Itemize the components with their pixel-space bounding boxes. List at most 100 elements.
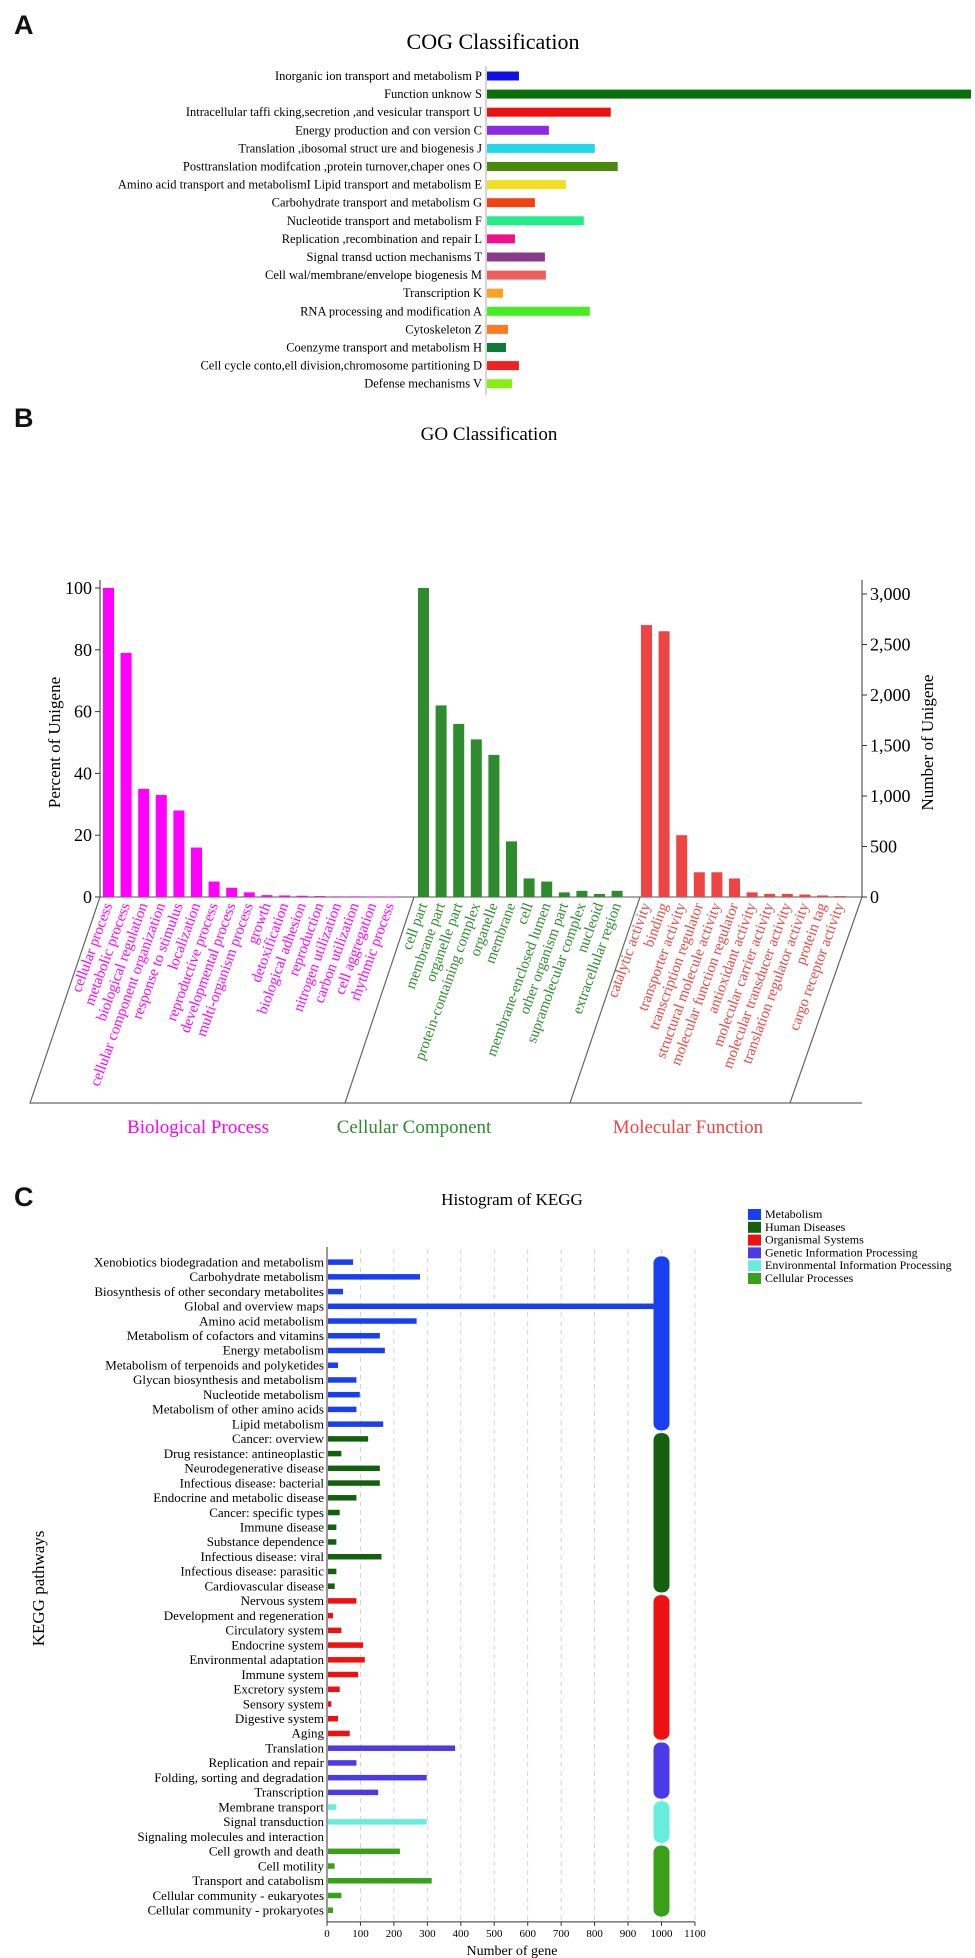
kegg-pathway-label: Environmental adaptation [189, 1652, 324, 1667]
kegg-bar [328, 1642, 364, 1648]
go-frame [29, 896, 862, 1104]
kegg-pathway-label: Endocrine system [231, 1637, 324, 1652]
kegg-group-capsule [653, 1845, 670, 1917]
kegg-pathway-label: Folding, sorting and degradation [154, 1770, 324, 1785]
kegg-x-tick-label: 900 [620, 1928, 637, 1940]
kegg-x-tick-label: 1000 [651, 1928, 674, 1940]
cog-bar [487, 107, 611, 117]
kegg-pathway-label: Signal transduction [223, 1814, 324, 1829]
kegg-pathway-label: Endocrine and metabolic disease [153, 1490, 324, 1505]
kegg-pathway-label: Nervous system [241, 1593, 324, 1608]
cog-bar [487, 379, 512, 389]
kegg-pathway-label: Immune disease [240, 1520, 324, 1535]
cog-category-label: RNA processing and modification A [300, 304, 482, 318]
cog-category-label: Inorganic ion transport and metabolism P [275, 69, 482, 83]
kegg-pathway-label: Substance dependence [207, 1534, 325, 1549]
kegg-pathway-label: Cancer: overview [232, 1431, 325, 1446]
kegg-pathway-label: Metabolism of cofactors and vitamins [127, 1328, 324, 1343]
kegg-bar [328, 1848, 400, 1855]
go-bar [799, 894, 811, 897]
go-bar [279, 895, 290, 897]
kegg-bar [328, 1774, 427, 1781]
go-bar [594, 893, 605, 897]
go-frame-right [789, 896, 863, 1104]
kegg-bar [328, 1421, 384, 1427]
kegg-pathway-label: Membrane transport [218, 1799, 324, 1814]
cog-bar [487, 162, 618, 171]
cog-bar [487, 89, 971, 99]
cog-bar [487, 143, 595, 153]
kegg-bar [328, 1701, 332, 1707]
kegg-bar [328, 1495, 357, 1501]
kegg-pathway-label: Infectious disease: parasitic [180, 1564, 324, 1579]
panel-a: A COG Classification Inorganic ion transp… [0, 0, 975, 395]
kegg-bar [328, 1907, 334, 1913]
go-bar [435, 705, 447, 897]
kegg-legend-label: Metabolism [765, 1207, 823, 1221]
cog-bar [487, 125, 549, 135]
cog-category-label: Amino acid transport and metabolismI Lip… [118, 178, 483, 192]
go-bar [418, 588, 429, 897]
go-group-label: Molecular Function [613, 1117, 764, 1138]
kegg-pathway-label: Biosynthesis of other secondary metaboli… [94, 1284, 324, 1299]
go-group-label: Biological Process [127, 1117, 269, 1138]
cog-bar [487, 71, 519, 81]
kegg-bar [328, 1804, 337, 1810]
kegg-bar [328, 1362, 339, 1368]
panel-a-letter: A [14, 10, 34, 40]
go-bar [541, 881, 553, 897]
kegg-bar [328, 1760, 357, 1766]
go-right-tick-label: 1,000 [870, 786, 911, 806]
go-bar [314, 896, 326, 897]
cog-bar [487, 252, 545, 262]
go-bar [781, 893, 793, 897]
panel-b: B GO Classification 0 20 40 60 80 100 0 500 1,000… [0, 395, 975, 1140]
kegg-pathway-label: Transcription [254, 1785, 324, 1800]
kegg-pathway-label: Cell growth and death [209, 1844, 325, 1859]
kegg-pathway-label: Carbohydrate metabolism [189, 1269, 324, 1284]
go-bar [488, 754, 500, 897]
kegg-pathway-label: Sensory system [243, 1696, 324, 1711]
kegg-bar [328, 1465, 380, 1472]
kegg-bar [328, 1892, 342, 1899]
kegg-legend-swatch [748, 1234, 761, 1246]
kegg-bar [328, 1480, 380, 1486]
cog-category-label: Cell wal/membrane/envelope biogenesis M [265, 268, 482, 282]
go-bar [453, 723, 465, 897]
go-left-tick-label: 80 [74, 640, 92, 660]
go-right-tick-label: 1,500 [870, 736, 911, 756]
go-bar [523, 878, 535, 897]
kegg-x-tick-label: 300 [419, 1928, 436, 1940]
kegg-pathway-label: Infectious disease: bacterial [180, 1475, 325, 1490]
go-left-tick-label: 100 [65, 578, 92, 598]
kegg-bar [328, 1789, 379, 1796]
cog-category-label: Function unknow S [384, 87, 482, 101]
go-y2label: Number of Unigene [918, 675, 937, 811]
go-bar [173, 810, 185, 897]
kegg-pathway-label: Cell motility [258, 1858, 325, 1873]
go-bar [155, 795, 167, 897]
go-group-label: Cellular Component [337, 1117, 492, 1138]
kegg-bar [328, 1259, 354, 1265]
go-bar [243, 892, 255, 897]
cog-bar [487, 343, 506, 352]
kegg-bar [328, 1436, 369, 1442]
go-right-tick-label: 0 [870, 887, 879, 907]
kegg-pathway-label: Aging [292, 1726, 325, 1741]
kegg-legend-label: Human Diseases [765, 1220, 846, 1234]
go-bar [693, 872, 705, 897]
cog-bar [487, 234, 515, 244]
kegg-pathway-label: Circulatory system [225, 1623, 324, 1638]
cog-bar [487, 180, 566, 190]
kegg-group-capsule [653, 1742, 670, 1799]
cog-category-label: Translation ,ibosomal struct ure and bio… [238, 141, 482, 155]
kegg-bar [328, 1745, 456, 1751]
kegg-title: Histogram of KEGG [441, 1190, 583, 1209]
cog-chart: COG Classification Inorganic ion transpor… [118, 29, 971, 395]
kegg-bar [328, 1612, 334, 1619]
go-bar [261, 895, 273, 897]
go-title: GO Classification [421, 424, 558, 445]
go-bar [296, 895, 308, 897]
panel-c-letter: C [14, 1182, 34, 1212]
kegg-pathway-label: Amino acid metabolism [199, 1313, 324, 1328]
